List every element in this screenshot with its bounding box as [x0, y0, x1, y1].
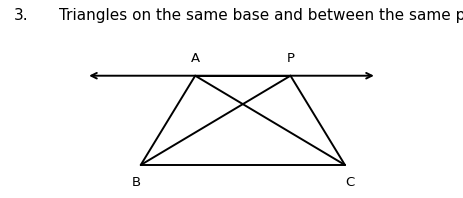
Text: Triangles on the same base and between the same parallels: Triangles on the same base and between t…: [59, 8, 463, 23]
Text: A: A: [191, 52, 200, 65]
Text: P: P: [287, 52, 294, 65]
Text: B: B: [131, 176, 141, 189]
Text: 3.: 3.: [14, 8, 28, 23]
Text: C: C: [345, 176, 354, 189]
